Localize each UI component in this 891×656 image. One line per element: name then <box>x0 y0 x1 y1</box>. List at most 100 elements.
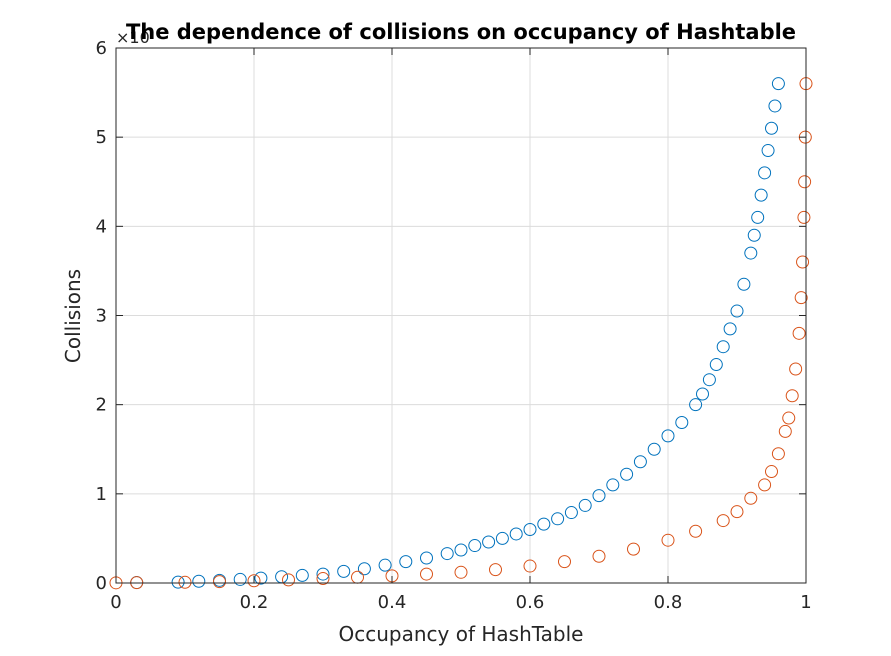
data-point <box>723 322 737 336</box>
data-point <box>440 547 454 561</box>
data-point <box>564 506 578 520</box>
y-tick-label: 0 <box>96 573 107 594</box>
data-point <box>468 539 482 553</box>
data-point <box>796 255 810 269</box>
y-tick-label: 1 <box>96 484 107 505</box>
data-point <box>254 571 268 585</box>
data-point <box>454 543 468 557</box>
chart-title: The dependence of collisions on occupanc… <box>126 20 796 44</box>
x-tick-label: 0 <box>110 592 121 613</box>
data-point <box>627 542 640 556</box>
x-tick-label: 0.8 <box>654 592 683 613</box>
data-point <box>578 498 592 512</box>
series-1 <box>130 77 785 590</box>
data-point <box>647 442 661 456</box>
data-point <box>551 512 565 526</box>
axis-ticks: 0 0.2 0.4 0.6 0.8 1 0 1 2 3 4 5 6 <box>96 38 812 613</box>
data-point <box>702 373 716 387</box>
data-point <box>495 531 509 545</box>
x-tick-label: 0.2 <box>240 592 269 613</box>
data-point <box>758 166 772 180</box>
data-point <box>661 429 675 443</box>
data-point <box>661 533 675 547</box>
data-point <box>785 389 799 403</box>
data-point <box>782 411 796 425</box>
y-tick-label: 5 <box>96 127 107 148</box>
data-point <box>233 572 247 586</box>
data-point <box>792 326 806 340</box>
data-point <box>716 340 730 354</box>
x-tick-label: 0.6 <box>516 592 545 613</box>
grid-lines <box>115 47 807 584</box>
data-point <box>758 478 772 492</box>
data-point <box>357 562 371 576</box>
data-point <box>275 570 289 584</box>
data-point <box>316 567 330 581</box>
data-point <box>730 304 744 318</box>
data-point <box>689 398 703 412</box>
data-point <box>592 489 606 503</box>
data-point <box>771 447 785 461</box>
data-point <box>337 564 351 578</box>
data-point <box>482 535 496 549</box>
data-point <box>778 424 792 438</box>
y-exponent-label: ×10 <box>116 28 150 47</box>
data-point <box>765 121 778 135</box>
data-point <box>761 144 775 158</box>
x-axis-label: Occupancy of HashTable <box>339 622 584 646</box>
y-axis-label: Collisions <box>61 269 85 363</box>
data-point <box>633 455 647 469</box>
data-point <box>378 558 392 572</box>
data-point <box>537 517 551 531</box>
data-point <box>420 567 433 581</box>
data-point <box>747 228 761 242</box>
y-tick-label: 3 <box>96 306 107 327</box>
data-point <box>737 277 751 291</box>
data-point <box>420 551 433 565</box>
data-point <box>523 523 537 536</box>
y-tick-label: 6 <box>96 38 107 59</box>
series-2 <box>109 77 813 590</box>
data-point <box>192 574 206 588</box>
data-point <box>675 416 689 429</box>
data-point <box>171 575 185 589</box>
data-point <box>798 175 812 189</box>
data-point <box>794 291 808 305</box>
data-point <box>789 362 803 376</box>
data-point <box>489 563 502 577</box>
data-point <box>282 573 295 587</box>
data-point <box>797 210 811 224</box>
data-point <box>768 99 782 113</box>
data-point <box>247 574 261 588</box>
data-point <box>620 467 634 481</box>
data-point <box>730 505 744 519</box>
data-point <box>454 565 468 579</box>
x-tick-label: 0.4 <box>378 592 407 613</box>
y-tick-label: 2 <box>96 395 107 416</box>
data-point <box>696 387 709 401</box>
data-point <box>316 572 330 586</box>
y-tick-label: 4 <box>96 216 107 237</box>
data-point <box>606 478 620 492</box>
data-point <box>751 210 765 224</box>
data-point <box>709 358 723 372</box>
data-point <box>558 555 571 569</box>
data-point <box>523 559 537 573</box>
data-point <box>689 524 703 538</box>
data-point <box>744 491 758 505</box>
data-point <box>744 246 758 260</box>
data-point <box>509 527 523 541</box>
data-point <box>754 188 768 202</box>
data-point <box>716 514 730 528</box>
x-tick-label: 1 <box>800 592 811 613</box>
data-point <box>295 568 309 582</box>
data-point <box>592 549 606 563</box>
data-series <box>109 77 813 590</box>
data-point <box>351 570 364 584</box>
data-point <box>771 77 785 91</box>
data-point <box>178 575 192 589</box>
data-point <box>765 465 778 479</box>
data-point <box>213 575 226 589</box>
